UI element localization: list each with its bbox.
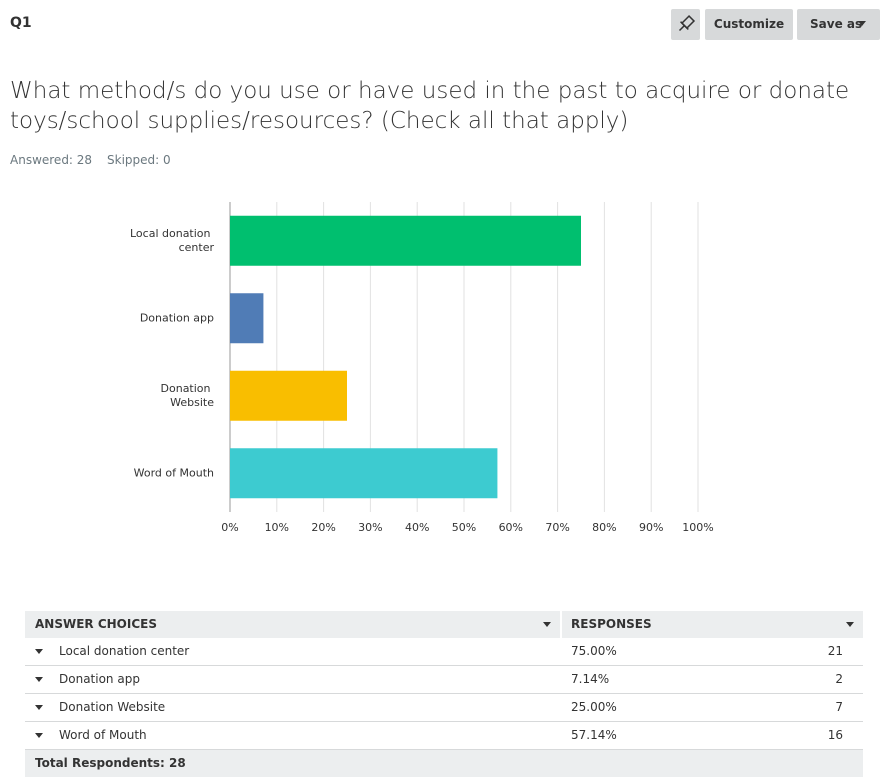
- expand-caret: [35, 649, 43, 654]
- header-cell: ANSWER CHOICES: [35, 617, 157, 631]
- expand-caret: [35, 677, 43, 682]
- save-as-button[interactable]: Save as: [797, 9, 880, 40]
- table-row: Donation Website 25.00% 7: [25, 694, 863, 722]
- x-tick-label: 40%: [405, 521, 429, 534]
- customize-button[interactable]: Customize: [705, 9, 793, 40]
- y-tick-label: Donation app: [140, 311, 214, 324]
- bar: [230, 448, 498, 499]
- choice-cell: Donation Website: [59, 700, 166, 714]
- skipped-count: Skipped: 0: [107, 153, 171, 167]
- percent-cell: 75.00%: [571, 644, 617, 658]
- column-divider: [560, 611, 562, 638]
- table-row: Local donation center 75.00% 21: [25, 638, 863, 666]
- table-row: Donation app 7.14% 2: [25, 666, 863, 694]
- table-header: ANSWER CHOICES RESPONSES: [25, 611, 863, 638]
- x-tick-label: 90%: [639, 521, 663, 534]
- expand-caret: [35, 733, 43, 738]
- percent-cell: 57.14%: [571, 728, 617, 742]
- table-footer: Total Respondents: 28: [25, 750, 863, 777]
- save-as-label: Save as: [810, 17, 863, 31]
- choice-cell: Donation app: [59, 672, 140, 686]
- chart: 0% 10% 20% 30% 40% 50% 60% 70% 80% 90% 100% Local d…: [130, 202, 714, 534]
- choice-cell: Word of Mouth: [59, 728, 147, 742]
- sort-caret: [846, 622, 854, 627]
- table-row: Word of Mouth 57.14% 16: [25, 722, 863, 750]
- count-cell: 16: [827, 728, 843, 742]
- y-tick-label: Donation Website: [161, 382, 215, 409]
- x-tick-label: 70%: [545, 521, 569, 534]
- expand-caret: [35, 705, 43, 710]
- x-tick-label: 20%: [311, 521, 335, 534]
- x-tick-label: 80%: [592, 521, 616, 534]
- sort-caret: [543, 622, 551, 627]
- question-title: What method/s do you use or have used in…: [10, 78, 850, 134]
- x-tick-label: 100%: [682, 521, 713, 534]
- pin-icon: [678, 14, 696, 32]
- x-tick-label: 50%: [452, 521, 476, 534]
- bar: [230, 293, 264, 344]
- bar: [230, 215, 581, 266]
- question-number: Q1: [10, 15, 32, 31]
- percent-cell: 25.00%: [571, 700, 617, 714]
- x-tick-label: 30%: [358, 521, 382, 534]
- y-tick-label: Local donation center: [130, 227, 214, 254]
- percent-cell: 7.14%: [571, 672, 610, 686]
- x-tick-label: 0%: [221, 521, 238, 534]
- header-cell: RESPONSES: [571, 617, 652, 631]
- bar: [230, 370, 347, 421]
- count-cell: 7: [835, 700, 843, 714]
- choice-cell: Local donation center: [59, 644, 190, 658]
- dropdown-caret: [858, 21, 866, 26]
- footer-cell: Total Respondents: 28: [35, 756, 186, 770]
- count-cell: 21: [827, 644, 843, 658]
- count-cell: 2: [835, 672, 843, 686]
- x-tick-label: 60%: [499, 521, 523, 534]
- x-tick-label: 10%: [265, 521, 289, 534]
- pin-button[interactable]: [671, 9, 700, 40]
- y-tick-label: Word of Mouth: [134, 466, 214, 479]
- answered-count: Answered: 28: [10, 153, 93, 167]
